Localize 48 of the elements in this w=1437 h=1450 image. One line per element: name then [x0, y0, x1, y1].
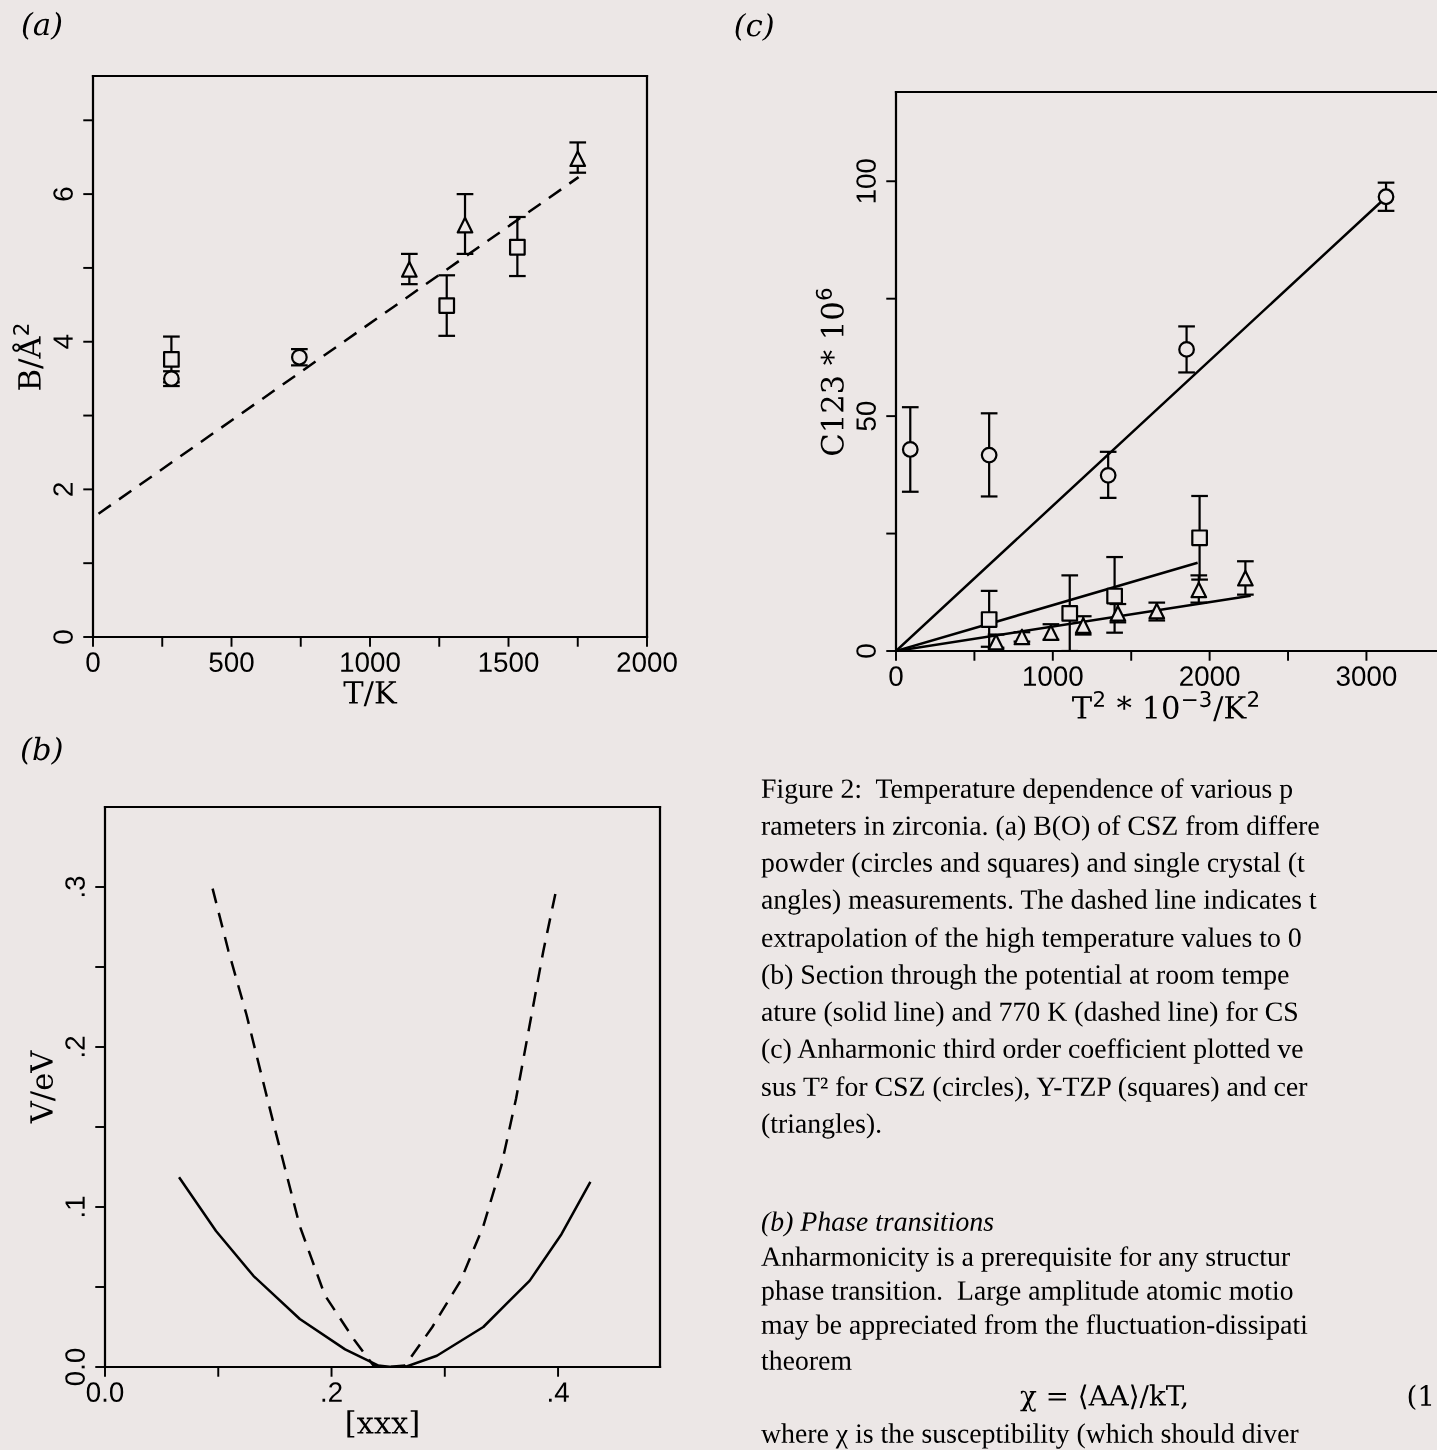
x-axis-title: T/K [343, 681, 398, 707]
y-axis-title: C123 * 10$^{6}$ [815, 288, 844, 455]
y-tick-label: .3 [65, 876, 85, 897]
y-tick-label: 0 [53, 630, 73, 644]
text: extrapolation of the high temperature values to 0 [762, 927, 1301, 953]
y-axis-title: V/eV [30, 1050, 56, 1124]
text: (1 [1408, 1384, 1432, 1410]
x-tick-label: 0.0 [86, 1382, 124, 1402]
text: sus T² for CSZ (circles), Y-TZP (squares) and cer [762, 1076, 1308, 1102]
x-axis-title: [xxx] [347, 1410, 418, 1438]
x-tick-label: 2000 [617, 652, 677, 672]
text: phase transition. Large amplitude atomic motio [761, 1280, 1293, 1306]
text: Anharmonicity is a prerequisite for any structur [761, 1246, 1290, 1272]
text: (c) Anharmonic third order coefficient plotted ve [762, 1038, 1303, 1064]
x-axis-title: T$^{2}$ * 10$^{−3}$/K$^{2}$ [1072, 690, 1259, 722]
y-tick-label: 4 [53, 334, 73, 349]
text: (b) Section through the potential at room tempe [762, 964, 1289, 990]
text: angles) measurements. The dashed line indicates t [761, 889, 1317, 915]
text: theorem [761, 1350, 852, 1370]
text: rameters in zirconia. (a) B(O) of CSZ from differe [761, 815, 1319, 841]
x-tick-label: 1000 [341, 652, 400, 672]
text: ature (solid line) and 770 K (dashed line) for CS [761, 1001, 1297, 1027]
y-tick-label: .2 [65, 1036, 85, 1057]
x-tick-label: 3000 [1336, 666, 1397, 686]
x-tick-label: 2000 [1180, 666, 1240, 686]
y-tick-label: 2 [53, 483, 73, 496]
text: may be appreciated from the fluctuation-dissipati [761, 1314, 1308, 1340]
y-axis-title: B/Å$^{2}$ [12, 324, 44, 390]
text: χ = ⟨AA⟩/kT, [1020, 1384, 1187, 1412]
chart-title: (c) [735, 12, 773, 41]
y-tick-label: 50 [856, 401, 876, 431]
x-tick-label: .4 [549, 1382, 569, 1402]
y-tick-label: 6 [53, 187, 73, 201]
caption: Figure 2: Temperature dependence of various p [761, 778, 1292, 804]
chart-title: (a) [22, 11, 62, 40]
y-tick-label: .1 [65, 1196, 85, 1217]
x-tick-label: 0 [889, 666, 903, 686]
x-tick-label: 1500 [479, 652, 539, 672]
text: where χ is the susceptibility (which should diver [761, 1423, 1299, 1449]
x-tick-label: .2 [322, 1382, 342, 1402]
x-tick-label: 500 [209, 652, 254, 672]
x-tick-label: 0 [86, 652, 100, 672]
text: powder (circles and squares) and single crystal (t [761, 852, 1305, 878]
text: (b) Phase transitions [761, 1211, 994, 1237]
y-tick-label: 100 [856, 159, 876, 203]
chart-title: (b) [22, 736, 62, 765]
x-tick-label: 1000 [1024, 666, 1083, 686]
text: (triangles). [762, 1113, 881, 1139]
